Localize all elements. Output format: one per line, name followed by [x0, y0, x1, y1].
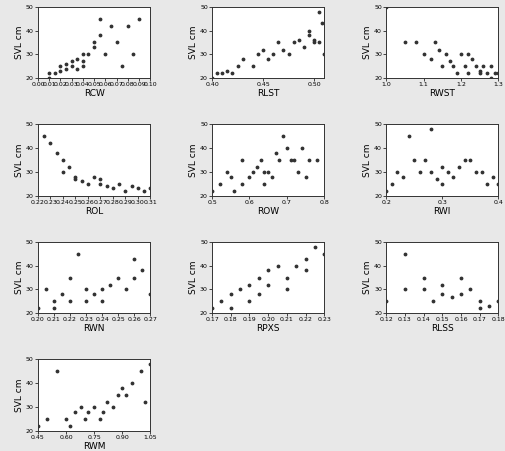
- X-axis label: RLSS: RLSS: [430, 324, 453, 333]
- X-axis label: ROW: ROW: [257, 207, 279, 216]
- Y-axis label: SVL cm: SVL cm: [188, 261, 197, 294]
- Y-axis label: SVL cm: SVL cm: [15, 261, 24, 294]
- Y-axis label: SVL cm: SVL cm: [15, 378, 24, 412]
- X-axis label: RLST: RLST: [257, 89, 279, 98]
- X-axis label: RCW: RCW: [83, 89, 105, 98]
- Y-axis label: SVL cm: SVL cm: [188, 143, 197, 177]
- X-axis label: RWM: RWM: [83, 442, 105, 451]
- X-axis label: RWI: RWI: [433, 207, 450, 216]
- Y-axis label: SVL cm: SVL cm: [188, 26, 197, 59]
- Y-axis label: SVL cm: SVL cm: [15, 26, 24, 59]
- Y-axis label: SVL cm: SVL cm: [362, 143, 371, 177]
- Y-axis label: SVL cm: SVL cm: [362, 261, 371, 294]
- X-axis label: RPXS: RPXS: [256, 324, 279, 333]
- X-axis label: RWST: RWST: [428, 89, 455, 98]
- X-axis label: RWN: RWN: [83, 324, 105, 333]
- X-axis label: ROL: ROL: [85, 207, 103, 216]
- Y-axis label: SVL cm: SVL cm: [15, 143, 24, 177]
- Y-axis label: SVL cm: SVL cm: [362, 26, 371, 59]
